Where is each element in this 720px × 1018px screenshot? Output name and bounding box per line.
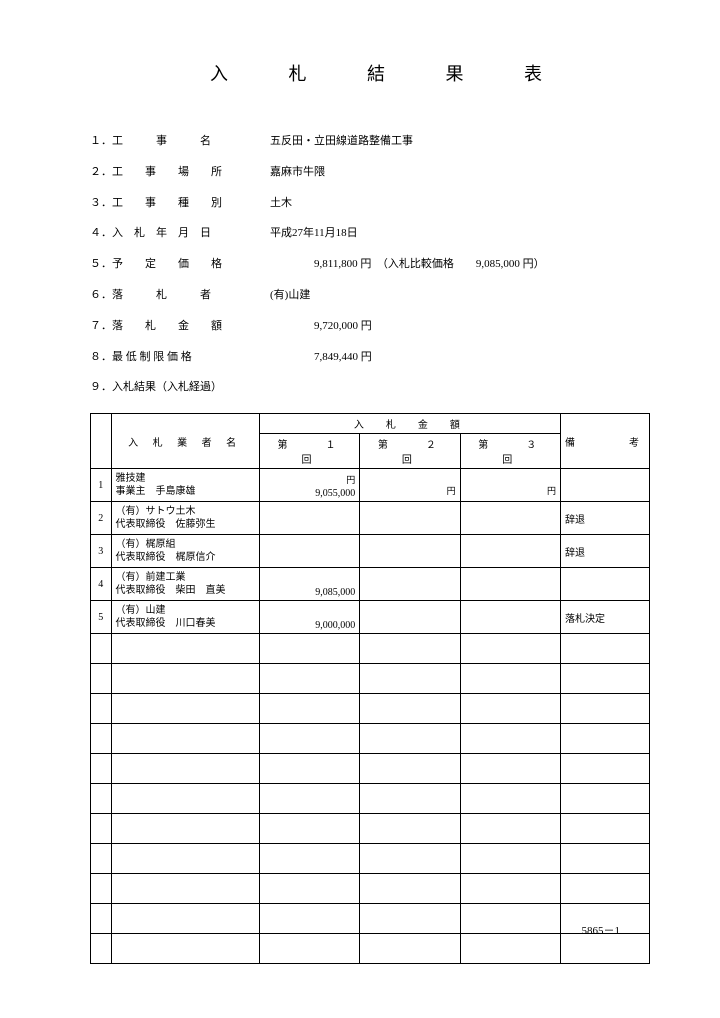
info-row: ３．工 事 種 別土木 xyxy=(90,188,650,219)
bid-amount-round2 xyxy=(360,502,460,535)
info-label: ４．入 札 年 月 日 xyxy=(90,218,270,249)
bid-amount-round2 xyxy=(360,568,460,601)
page-title: 入 札 結 果 表 xyxy=(90,60,650,86)
bid-amount-round3 xyxy=(460,535,560,568)
bid-amount-round1: 9,000,000 xyxy=(259,601,359,634)
hdr-round2: 第 ２ 回 xyxy=(360,434,460,469)
table-row xyxy=(91,784,650,814)
table-row: 2（有）サトウ土木代表取締役 佐藤弥生 辞退 xyxy=(91,502,650,535)
info-row: ４．入 札 年 月 日平成27年11月18日 xyxy=(90,218,650,249)
remarks-cell xyxy=(561,568,650,601)
info-value: 9,811,800 円 （入札比較価格 9,085,000 円） xyxy=(270,249,650,280)
info-label: １．工 事 名 xyxy=(90,126,270,157)
remarks-cell xyxy=(561,469,650,502)
bidder-name: （有）山建代表取締役 川口春美 xyxy=(111,601,259,634)
remarks-cell: 辞退 xyxy=(561,535,650,568)
remarks-cell: 辞退 xyxy=(561,502,650,535)
hdr-round3: 第 ３ 回 xyxy=(460,434,560,469)
table-row: 1雅技建事業主 手島康雄円9,055,000円円 xyxy=(91,469,650,502)
info-row: ８．最 低 制 限 価 格 7,849,440 円 xyxy=(90,342,650,373)
info-row: ７．落 札 金 額 9,720,000 円 xyxy=(90,311,650,342)
table-row xyxy=(91,754,650,784)
bid-amount-round3: 円 xyxy=(460,469,560,502)
bidder-name: （有）サトウ土木代表取締役 佐藤弥生 xyxy=(111,502,259,535)
table-row xyxy=(91,904,650,934)
table-row xyxy=(91,694,650,724)
hdr-bidder: 入 札 業 者 名 xyxy=(111,414,259,469)
row-number: 5 xyxy=(91,601,112,634)
bid-amount-round1: 円9,055,000 xyxy=(259,469,359,502)
table-header: 入 札 業 者 名 入 札 金 額 備 考 第 １ 回 第 ２ 回 第 ３ 回 xyxy=(91,414,650,469)
bid-amount-round1 xyxy=(259,502,359,535)
info-list: １．工 事 名五反田・立田線道路整備工事２．工 事 場 所嘉麻市牛隈３．工 事 … xyxy=(90,126,650,403)
info-row: ２．工 事 場 所嘉麻市牛隈 xyxy=(90,157,650,188)
table-row xyxy=(91,634,650,664)
bid-amount-round2: 円 xyxy=(360,469,460,502)
table-row xyxy=(91,724,650,754)
info-value: 平成27年11月18日 xyxy=(270,218,650,249)
table-body: 1雅技建事業主 手島康雄円9,055,000円円2（有）サトウ土木代表取締役 佐… xyxy=(91,469,650,964)
hdr-round1: 第 １ 回 xyxy=(259,434,359,469)
bid-amount-round2 xyxy=(360,601,460,634)
info-row: ９．入札結果（入札経過） xyxy=(90,372,650,403)
table-row xyxy=(91,874,650,904)
info-label: ３．工 事 種 別 xyxy=(90,188,270,219)
row-number: 1 xyxy=(91,469,112,502)
info-label: ９．入札結果（入札経過） xyxy=(90,372,270,403)
table-row xyxy=(91,664,650,694)
info-value xyxy=(270,372,650,403)
bid-amount-round1: 9,085,000 xyxy=(259,568,359,601)
remarks-cell: 落札決定 xyxy=(561,601,650,634)
row-number: 3 xyxy=(91,535,112,568)
bid-amount-round3 xyxy=(460,568,560,601)
bid-amount-round3 xyxy=(460,502,560,535)
info-value: 9,720,000 円 xyxy=(270,311,650,342)
info-value: 嘉麻市牛隈 xyxy=(270,157,650,188)
info-value: 五反田・立田線道路整備工事 xyxy=(270,126,650,157)
info-label: ６．落 札 者 xyxy=(90,280,270,311)
bidder-name: 雅技建事業主 手島康雄 xyxy=(111,469,259,502)
bidder-name: （有）前建工業代表取締役 柴田 直美 xyxy=(111,568,259,601)
table-row: 5（有）山建代表取締役 川口春美9,000,000 落札決定 xyxy=(91,601,650,634)
table-row xyxy=(91,844,650,874)
bid-amount-round3 xyxy=(460,601,560,634)
page-footer: 5865－1 xyxy=(582,922,621,938)
info-row: ５．予 定 価 格 9,811,800 円 （入札比較価格 9,085,000 … xyxy=(90,249,650,280)
table-row: 4（有）前建工業代表取締役 柴田 直美9,085,000 xyxy=(91,568,650,601)
table-row: 3（有）梶原組代表取締役 梶原信介 辞退 xyxy=(91,535,650,568)
info-label: ７．落 札 金 額 xyxy=(90,311,270,342)
info-value: (有)山建 xyxy=(270,280,650,311)
info-value: 7,849,440 円 xyxy=(270,342,650,373)
info-row: ６．落 札 者(有)山建 xyxy=(90,280,650,311)
table-row xyxy=(91,934,650,964)
bid-result-table: 入 札 業 者 名 入 札 金 額 備 考 第 １ 回 第 ２ 回 第 ３ 回 … xyxy=(90,413,650,964)
table-row xyxy=(91,814,650,844)
row-number: 2 xyxy=(91,502,112,535)
bid-amount-round1 xyxy=(259,535,359,568)
hdr-amount: 入 札 金 額 xyxy=(259,414,560,434)
info-value: 土木 xyxy=(270,188,650,219)
info-label: ５．予 定 価 格 xyxy=(90,249,270,280)
bidder-name: （有）梶原組代表取締役 梶原信介 xyxy=(111,535,259,568)
info-label: ８．最 低 制 限 価 格 xyxy=(90,342,270,373)
info-label: ２．工 事 場 所 xyxy=(90,157,270,188)
row-number: 4 xyxy=(91,568,112,601)
bid-amount-round2 xyxy=(360,535,460,568)
info-row: １．工 事 名五反田・立田線道路整備工事 xyxy=(90,126,650,157)
